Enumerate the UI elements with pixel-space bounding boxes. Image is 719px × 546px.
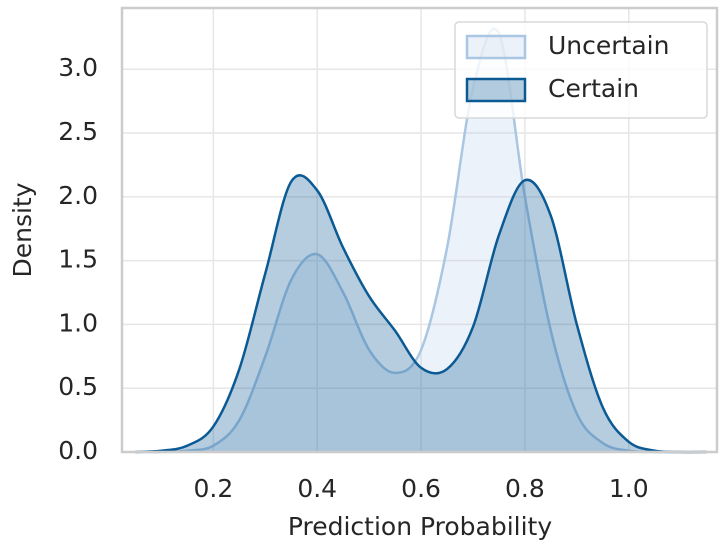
y-tick-label: 1.5 <box>58 245 98 274</box>
area-fill <box>135 175 707 453</box>
y-tick-label: 0.0 <box>58 436 98 465</box>
legend-swatch <box>465 34 527 60</box>
legend-box <box>454 21 708 119</box>
y-tick-label: 2.0 <box>58 181 98 210</box>
legend-swatch <box>465 77 527 103</box>
x-tick-label: 0.6 <box>401 474 441 503</box>
y-tick-label: 3.0 <box>58 53 98 82</box>
x-tick-label: 0.2 <box>193 474 233 503</box>
x-tick-label: 1.0 <box>609 474 649 503</box>
x-axis-label: Prediction Probability <box>288 512 552 541</box>
density-line <box>135 174 707 454</box>
area-fill <box>135 28 707 453</box>
y-tick-label: 2.5 <box>58 117 98 146</box>
x-tick-label: 0.4 <box>297 474 337 503</box>
density-line <box>135 27 707 454</box>
y-tick-label: 1.0 <box>58 308 98 337</box>
x-tick-label: 0.8 <box>505 474 545 503</box>
y-axis-label: Density <box>8 182 37 277</box>
plot-frame <box>120 6 719 454</box>
legend-label: Certain <box>548 74 639 103</box>
y-tick-label: 0.5 <box>58 372 98 401</box>
legend-label: Uncertain <box>548 31 669 60</box>
